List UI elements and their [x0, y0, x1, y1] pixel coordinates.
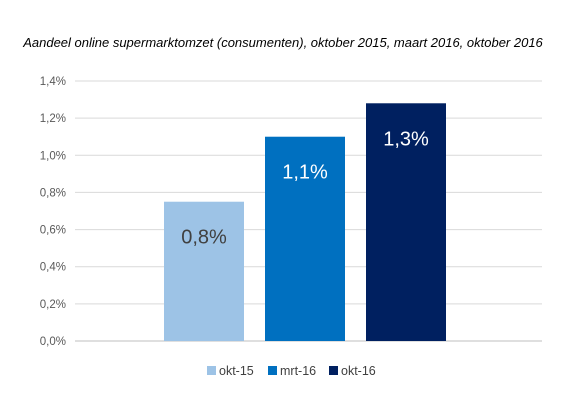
y-tick-label: 1,2% — [40, 113, 66, 125]
y-tick-label: 0,4% — [40, 262, 66, 274]
y-tick-label: 0,0% — [40, 336, 66, 348]
y-tick-label: 1,4% — [40, 76, 66, 88]
legend-label-okt-15: okt-15 — [219, 364, 254, 378]
bars — [164, 103, 446, 342]
data-labels: 0,8% 1,1% 1,3% — [181, 128, 429, 248]
y-tick-label: 0,8% — [40, 187, 66, 199]
legend-label-mrt-16: mrt-16 — [280, 364, 316, 378]
data-label-mrt-16: 1,1% — [282, 162, 328, 184]
data-label-okt-15: 0,8% — [181, 227, 227, 249]
legend-label-okt-16: okt-16 — [341, 364, 376, 378]
data-label-okt-16: 1,3% — [383, 128, 429, 150]
legend-swatch-okt-16 — [329, 366, 338, 375]
bar-okt-15 — [164, 201, 244, 341]
bar-mrt-16 — [265, 136, 345, 341]
legend-swatch-okt-15 — [207, 366, 216, 375]
chart-title: Aandeel online supermarktomzet (consumen… — [22, 35, 543, 50]
y-tick-label: 0,6% — [40, 225, 66, 237]
y-axis-tick-labels: 0,0% 0,2% 0,4% 0,6% 0,8% 1,0% 1,2% 1,4% — [40, 76, 66, 348]
y-tick-label: 1,0% — [40, 150, 66, 162]
legend: okt-15 mrt-16 okt-16 — [207, 364, 376, 378]
legend-swatch-mrt-16 — [268, 366, 277, 375]
bar-okt-16 — [366, 103, 446, 342]
y-tick-label: 0,2% — [40, 299, 66, 311]
